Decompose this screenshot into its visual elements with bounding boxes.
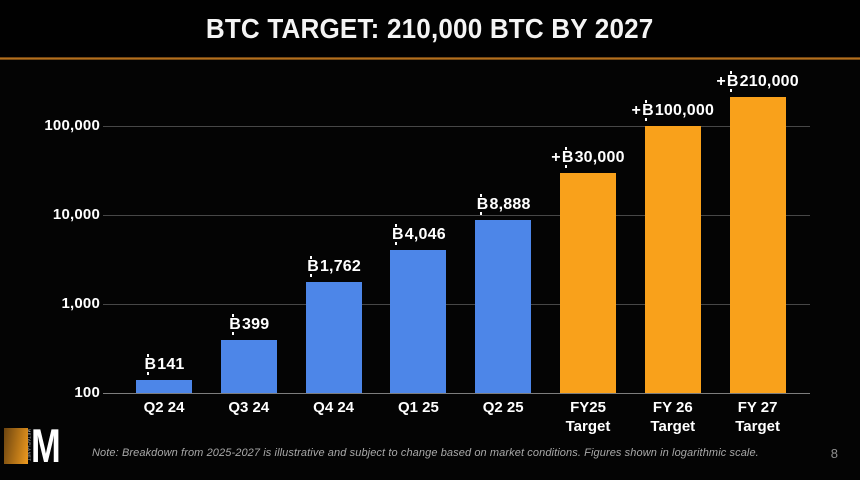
logo-letter-m: M (31, 419, 61, 472)
bar-value-label-q1-25: B4,046 (391, 223, 446, 245)
bitcoin-symbol-icon: B (229, 313, 242, 335)
bar-fy25-target (560, 172, 616, 393)
bar-value-label-q2-25: B8,888 (476, 193, 531, 215)
bar-fy-26-target (644, 126, 701, 393)
bitcoin-symbol-icon: B (561, 146, 574, 168)
logo-orange-square (4, 428, 28, 464)
bitcoin-symbol-icon: B (642, 100, 654, 121)
gridline-1,000 (103, 304, 810, 305)
slide-header: BTC TARGET: 210,000 BTC BY 2027 (0, 0, 860, 57)
bar-value-label-fy-27-target: +B210,000 (716, 71, 799, 93)
page-number: 8 (830, 446, 838, 461)
bar-q1-25 (390, 249, 447, 393)
y-axis-tick-label: 100 (74, 384, 100, 401)
x-axis-label-q2-24: Q2 24 (143, 399, 185, 416)
x-axis-label-q2-25: Q2 25 (482, 399, 524, 416)
bar-q3-24 (220, 339, 277, 393)
x-axis-label-fy25-target: FY25 Target (565, 399, 611, 435)
bar-value-label-q4-24: B1,762 (307, 256, 361, 278)
bar-fy-27-target (729, 97, 786, 393)
metaplanet-logo: METAPLANET M (0, 422, 70, 480)
header-divider (0, 57, 860, 60)
bar-value-label-q3-24: B399 (229, 313, 270, 335)
y-axis-tick-label: 1,000 (61, 295, 100, 312)
gridline-100 (103, 393, 810, 394)
btc-holdings-log-bar-chart: 100,000 10,000 1,000 100 B141 Q2 24 B399 Q3 24 B… (0, 60, 860, 440)
x-axis-label-q3-24: Q3 24 (228, 399, 270, 416)
gridline-100,000 (103, 126, 810, 127)
x-axis-label-q1-25: Q1 25 (397, 399, 439, 416)
bar-value-label-fy25-target: +B30,000 (551, 146, 625, 168)
bitcoin-symbol-icon: B (144, 353, 157, 375)
page-title: BTC TARGET: 210,000 BTC BY 2027 (206, 12, 654, 44)
bitcoin-symbol-icon: B (476, 193, 489, 215)
x-axis-label-q4-24: Q4 24 (313, 399, 355, 416)
bitcoin-symbol-icon: B (726, 71, 739, 93)
footnote: Note: Breakdown from 2025-2027 is illust… (92, 447, 759, 459)
bitcoin-symbol-icon: B (391, 223, 404, 245)
gridline-10,000 (103, 215, 810, 216)
y-axis-tick-label: 10,000 (52, 206, 100, 223)
bar-q2-25 (475, 219, 532, 393)
bar-value-label-fy-26-target: +B100,000 (631, 100, 715, 121)
x-axis-label-fy-26-target: FY 26 Target (650, 399, 696, 435)
bar-q2-24 (136, 379, 192, 393)
x-axis-label-fy-27-target: FY 27 Target (735, 399, 780, 435)
bar-q4-24 (305, 282, 362, 393)
logo-vertical-text: METAPLANET (27, 429, 32, 462)
y-axis-tick-label: 100,000 (44, 117, 100, 134)
bar-value-label-q2-24: B141 (144, 353, 185, 375)
bitcoin-symbol-icon: B (307, 256, 319, 278)
